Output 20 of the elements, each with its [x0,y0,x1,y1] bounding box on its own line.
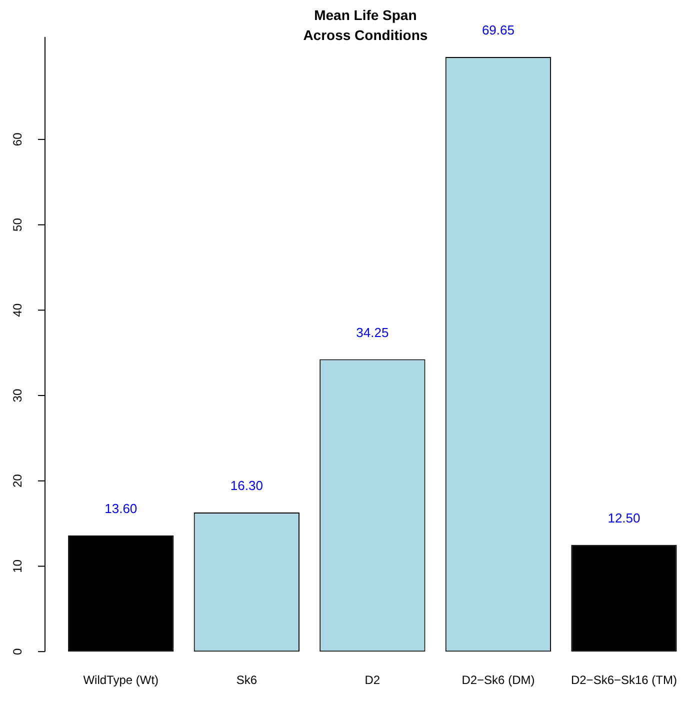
y-tick-label: 60 [10,132,24,146]
x-tick-label: D2 [364,673,380,688]
y-tick-label: 30 [10,388,24,402]
x-tick-label: D2−Sk6 (DM) [462,673,535,688]
chart-title: Mean Life Span Across Conditions [303,6,428,43]
y-tick-label: 50 [10,218,24,232]
y-tick-label: 20 [10,474,24,488]
data-label: 13.60 [104,501,138,516]
bar [571,544,677,652]
y-tick-label: 0 [10,648,24,655]
bar [68,536,174,652]
y-tick-label: 10 [10,559,24,573]
x-tick-label: Sk6 [236,673,258,688]
y-tick-label: 40 [10,303,24,317]
x-tick-label: D2−Sk6−Sk16 (TM) [570,673,678,688]
data-label: 34.25 [356,324,389,340]
data-label: 12.50 [608,510,640,526]
data-label: 69.65 [482,22,514,38]
data-label: 16.30 [230,478,263,494]
x-tick-label: WildType (Wt) [83,673,159,688]
